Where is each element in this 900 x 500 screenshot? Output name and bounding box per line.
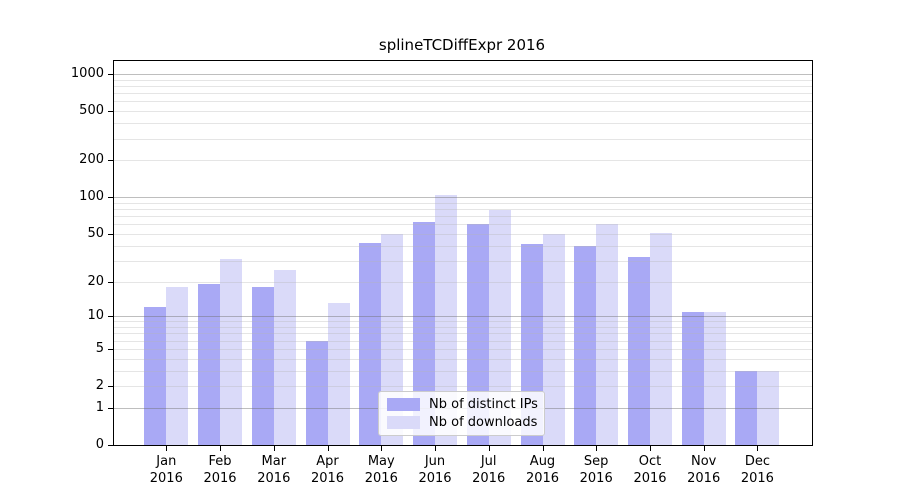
xtick-label-feb: Feb 2016 bbox=[203, 454, 237, 486]
xtick-oct bbox=[650, 445, 651, 451]
ytick-label-10: 10 bbox=[87, 308, 104, 324]
chart-title: splineTCDiffExpr 2016 bbox=[378, 36, 546, 54]
legend-swatch-distinct-ips bbox=[387, 398, 420, 412]
bar-mar-downloads bbox=[273, 270, 296, 445]
legend: Nb of distinct IPs Nb of downloads bbox=[378, 391, 545, 436]
ytick-1 bbox=[108, 407, 114, 409]
bar-nov-downloads bbox=[703, 311, 726, 445]
ytick-label-1000: 1000 bbox=[70, 66, 104, 81]
ytick-1000 bbox=[108, 74, 114, 75]
xtick-aug bbox=[542, 445, 544, 451]
bar-apr-downloads bbox=[327, 303, 350, 445]
bar-nov-distinct-ips bbox=[681, 311, 704, 445]
bar-sep-downloads bbox=[596, 224, 619, 445]
legend-label-downloads: Nb of downloads bbox=[429, 414, 538, 430]
xtick-label-jan: Jan 2016 bbox=[149, 454, 183, 486]
bar-feb-distinct-ips bbox=[198, 284, 220, 445]
xtick-label-apr: Apr 2016 bbox=[310, 454, 345, 486]
ytick-5 bbox=[108, 348, 114, 350]
bar-jul-downloads bbox=[488, 210, 511, 445]
bar-feb-downloads bbox=[220, 258, 242, 445]
bar-dec-distinct-ips bbox=[735, 370, 758, 445]
xtick-nov bbox=[703, 445, 705, 451]
ytick-label-0: 0 bbox=[95, 437, 104, 452]
legend-item-downloads: Nb of downloads bbox=[387, 414, 538, 430]
ytick-label-100: 100 bbox=[79, 189, 104, 205]
bar-oct-distinct-ips bbox=[628, 257, 650, 445]
xtick-label-jun: Jun 2016 bbox=[418, 454, 452, 486]
xtick-label-sep: Sep 2016 bbox=[579, 454, 613, 486]
ytick-label-5: 5 bbox=[95, 340, 104, 356]
bar-aug-downloads bbox=[542, 233, 565, 445]
ytick-label-200: 200 bbox=[79, 152, 104, 168]
bar-may-distinct-ips bbox=[359, 243, 382, 445]
plot-area: 0 1 2 5 10 20 50 100 200 500 1000 Jan 2016 Feb 2016 Mar… bbox=[71, 60, 813, 486]
bar-jun-distinct-ips bbox=[413, 221, 435, 445]
ytick-100 bbox=[108, 197, 114, 199]
xtick-label-jul: Jul 2016 bbox=[472, 454, 506, 486]
ytick-label-2: 2 bbox=[95, 378, 104, 393]
xtick-label-nov: Nov 2016 bbox=[687, 454, 721, 486]
bar-jul-distinct-ips bbox=[466, 224, 489, 445]
bar-mar-distinct-ips bbox=[251, 286, 274, 445]
axis-layer: 0 1 2 5 10 20 50 100 200 500 1000 Jan 2016 Feb 2016 Mar… bbox=[71, 61, 812, 486]
xtick-jun bbox=[435, 445, 436, 451]
xtick-label-aug: Aug 2016 bbox=[525, 454, 560, 486]
xtick-sep bbox=[596, 445, 598, 451]
xtick-dec bbox=[757, 445, 759, 451]
legend-swatch-downloads bbox=[387, 415, 420, 429]
ytick-2 bbox=[108, 386, 114, 387]
ytick-20 bbox=[108, 281, 114, 283]
legend-label-distinct-ips: Nb of distinct IPs bbox=[429, 397, 538, 413]
bar-dec-downloads bbox=[757, 370, 780, 445]
xtick-jan bbox=[166, 445, 168, 451]
bar-apr-distinct-ips bbox=[305, 340, 328, 445]
ytick-10 bbox=[108, 316, 114, 318]
xtick-apr bbox=[327, 445, 329, 451]
bar-oct-downloads bbox=[650, 232, 672, 445]
bar-jan-downloads bbox=[166, 286, 189, 445]
legend-item-distinct-ips: Nb of distinct IPs bbox=[387, 397, 538, 413]
ytick-label-500: 500 bbox=[79, 103, 104, 119]
xtick-feb bbox=[220, 445, 221, 451]
ytick-200 bbox=[108, 160, 114, 162]
ytick-label-50: 50 bbox=[87, 225, 104, 241]
bar-jan-distinct-ips bbox=[144, 307, 167, 445]
ytick-0 bbox=[108, 445, 114, 446]
xtick-label-mar: Mar 2016 bbox=[257, 454, 291, 486]
ytick-500 bbox=[108, 111, 114, 113]
bar-sep-distinct-ips bbox=[574, 245, 597, 445]
xtick-mar bbox=[273, 445, 275, 451]
xtick-may bbox=[381, 445, 383, 451]
ytick-50 bbox=[108, 233, 114, 235]
xtick-label-oct: Oct 2016 bbox=[633, 454, 667, 486]
ytick-label-1: 1 bbox=[95, 399, 104, 415]
ytick-label-20: 20 bbox=[87, 273, 104, 289]
bar-jun-downloads bbox=[435, 195, 457, 445]
xtick-jul bbox=[488, 445, 490, 451]
xtick-label-dec: Dec 2016 bbox=[740, 454, 774, 486]
xtick-label-may: May 2016 bbox=[364, 454, 398, 486]
